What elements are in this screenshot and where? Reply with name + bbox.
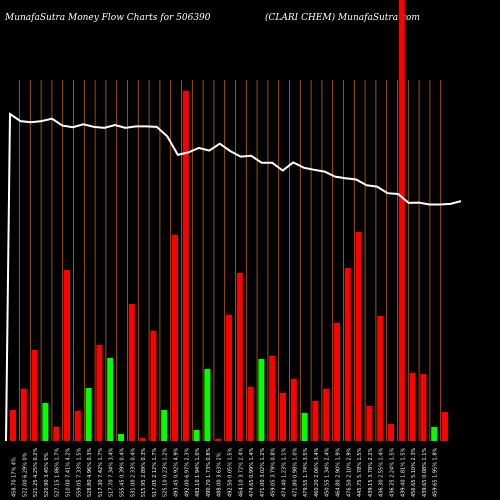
x-tick-label: 474.65 0.99% 1.4% xyxy=(249,447,255,497)
money-flow-bar xyxy=(64,270,70,441)
x-tick-label: 492.50 0.05% 1.5% xyxy=(228,447,234,497)
x-tick-label: 479.55 1.74% 3.5% xyxy=(303,447,309,497)
x-tick-label: 522.00 6.29% 0% xyxy=(22,452,28,497)
money-flow-bar xyxy=(128,304,135,441)
money-flow-bar xyxy=(355,232,362,441)
money-flow-bar xyxy=(236,273,243,441)
money-flow-bar xyxy=(204,369,211,441)
x-tick-label: 517.30 7.42% 1.7% xyxy=(98,447,104,497)
x-tick-label: 510.00 7.41% 4.2% xyxy=(66,447,72,497)
money-flow-bar xyxy=(118,434,124,441)
x-tick-label: 460.20 2.06% 3.4% xyxy=(314,447,320,497)
x-tick-label: 531.00 2.33% 0.4% xyxy=(130,447,136,497)
x-tick-label: 492.00 6.97% 2.3% xyxy=(184,447,190,497)
x-tick-label: 456.65 5.10% 2.3% xyxy=(411,447,417,497)
x-tick-label: 555.45 0.39% 0.4% xyxy=(120,447,126,497)
x-tick-label: 517.05 2.12% 1.7% xyxy=(152,447,158,497)
money-flow-bar xyxy=(334,323,340,441)
x-tick-label: 527.15 1.86% 1.7% xyxy=(55,447,61,497)
x-tick-label: 445.75 5.78% 1.5% xyxy=(357,447,363,497)
money-flow-bar xyxy=(139,438,146,441)
money-flow-bar xyxy=(172,235,178,441)
chart-title-right: (CLARI CHEM) MunafaSutra.com xyxy=(265,13,420,23)
money-flow-bar xyxy=(344,268,351,441)
x-tick-label: 488.00 3.63% 2% xyxy=(217,452,223,497)
x-tick-label: 464.80 2.90% 1.9% xyxy=(336,447,342,497)
money-flow-bar xyxy=(377,316,384,441)
money-flow-bar xyxy=(53,427,60,441)
money-flow-bar xyxy=(409,373,416,441)
money-flow-bar xyxy=(431,427,438,441)
x-axis-labels: 458.70 17% 4% 522.00 6.29% 0% 521.25 4.25%… xyxy=(12,447,439,497)
x-tick-label: 474.40 1.23% 1.1% xyxy=(282,447,288,497)
money-flow-bar xyxy=(193,430,200,441)
money-flow-bar xyxy=(312,401,319,441)
money-flow-bar xyxy=(398,0,405,441)
x-tick-label: 459.05 3.79% 0.8% xyxy=(271,447,277,497)
money-flow-bar xyxy=(182,91,189,441)
x-tick-label: 439.65 0.08% 1.1% xyxy=(422,447,428,497)
x-tick-label: 493.45 0.92% 4.9% xyxy=(174,447,180,497)
money-flow-bar xyxy=(323,389,330,441)
money-flow-bar xyxy=(290,379,297,441)
money-flow-bar xyxy=(74,411,81,441)
x-tick-label: 520.90 3.45% 0% xyxy=(44,452,50,497)
x-tick-label: 459.65 1.95% 1.8% xyxy=(433,447,439,497)
x-tick-label: 483.10 1.94% 1.0% xyxy=(195,447,201,497)
money-flow-bar xyxy=(420,374,427,441)
x-tick-label: 490.70 1.73% 0.8% xyxy=(206,447,212,497)
money-flow-bar xyxy=(85,388,92,441)
money-flow-bar xyxy=(301,413,308,441)
money-flow-bar xyxy=(42,403,49,441)
money-flow-bar xyxy=(215,439,222,441)
x-tick-label: 476.50 2.10% 2.9% xyxy=(346,447,352,497)
chart-title-left: MunafaSutra Money Flow Charts for 506390 xyxy=(5,13,211,23)
money-flow-bar xyxy=(442,412,448,441)
money-flow-bar xyxy=(150,331,157,441)
money-flow-bar xyxy=(31,350,38,441)
money-flow-bar xyxy=(107,358,114,441)
x-tick-label: 439.40 1.81% 1.5% xyxy=(400,447,406,497)
money-flow-bar xyxy=(269,356,276,441)
money-flow-bar xyxy=(161,410,168,441)
x-tick-label: 559.05 7.33% 1.5% xyxy=(76,447,82,497)
x-tick-label: 528.80 4.96% 0.3% xyxy=(87,447,93,497)
x-tick-label: 517.70 7.34% 3.4% xyxy=(109,447,115,497)
x-tick-label: 436.30 2.55% 1.4% xyxy=(379,447,385,497)
x-tick-label: 439.15 3.78% 2.2% xyxy=(368,447,374,497)
money-flow-bar xyxy=(366,406,373,441)
money-flow-bar xyxy=(226,315,232,441)
money-flow-bar xyxy=(10,410,16,441)
price-line-group xyxy=(5,112,462,442)
x-tick-label: 521.25 4.25% 0.2% xyxy=(33,447,39,497)
x-tick-label: 471.80 0.98% 1.0% xyxy=(292,447,298,497)
money-flow-bar xyxy=(388,424,394,441)
x-tick-label: 458.70 17% 4% xyxy=(12,457,18,497)
grid-lines xyxy=(19,80,442,441)
money-flow-bars xyxy=(10,0,448,441)
x-tick-label: 471.00 3.02% 1.2% xyxy=(260,447,266,497)
money-flow-bar xyxy=(96,345,103,441)
x-tick-label: 525.10 0.23% 1.2% xyxy=(163,447,169,497)
money-flow-bar xyxy=(20,389,27,441)
x-tick-label: 436.25 2.24% 1.5% xyxy=(390,447,396,497)
money-flow-bar xyxy=(280,393,286,441)
money-flow-bar xyxy=(258,359,265,441)
x-tick-label: 464.10 3.72% 2.4% xyxy=(238,447,244,497)
money-flow-bar xyxy=(247,387,254,441)
x-tick-label: 515.95 2.89% 0.3% xyxy=(141,447,147,497)
x-tick-label: 450.55 1.34% 2.4% xyxy=(325,447,331,497)
price-line xyxy=(5,112,462,442)
